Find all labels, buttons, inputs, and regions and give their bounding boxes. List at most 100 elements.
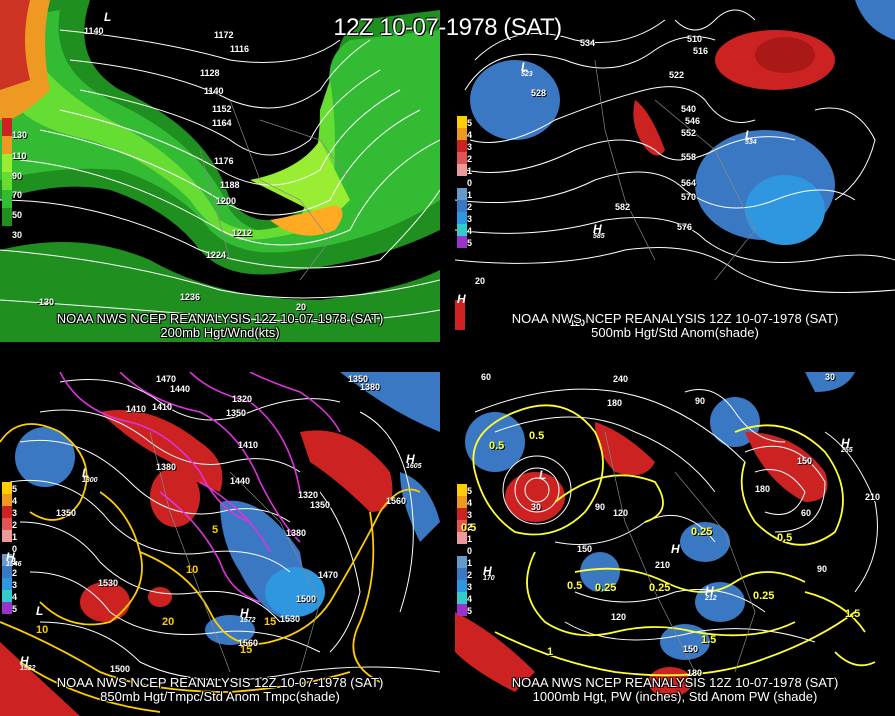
contour-label: 558 [681,152,697,162]
contour-label: 120 [611,612,627,622]
contour-label: 1530 [280,614,301,624]
contour-label: 1176 [214,156,234,166]
contour-label: 1212 [232,228,253,238]
colorbar-label: 70 [12,190,23,200]
lon-label: -130 [36,297,55,307]
contour-label: 90 [695,396,706,406]
colorbar-label: 110 [12,151,27,161]
colorbar-label: 0 [467,546,473,556]
contour-label: 1380 [360,382,381,392]
colorbar-1000mb [457,484,467,616]
pw-label: 0.25 [649,582,671,594]
contour-label: 516 [693,46,709,56]
contour-label: 1320 [232,394,253,404]
colorbar-label: 4 [467,498,473,508]
pw-label: 1 [547,646,554,658]
colorbar-label: 130 [12,130,28,140]
colorbar-label: 5 [467,486,473,496]
pressure-center: L 1300 [82,466,98,484]
contour-label: 1236 [180,292,201,302]
pressure-center: H 1522 [20,654,36,672]
lon-label: 20 [475,276,486,286]
pressure-center: L [539,468,547,482]
pressure-center: L [36,604,44,618]
pw-label: 0.5 [567,580,583,592]
contour-label: 90 [817,564,828,574]
contour-label: 60 [801,508,812,518]
pressure-center: L [104,10,112,24]
colorbar-label: 2 [467,570,473,580]
colorbar-label: 4 [12,592,18,602]
contour-label: 546 [685,116,701,126]
pw-label: 0.25 [595,582,617,594]
temp-label: 5 [212,524,219,536]
colorbar-label: 1 [12,556,18,566]
colorbar-label: 30 [12,230,23,240]
contour-label: 1350 [310,500,331,510]
pressure-center: L 523 [521,60,533,78]
map-500mb [455,0,895,330]
contour-label: 210 [865,492,881,502]
contour-label: 1410 [126,404,147,414]
colorbar-label: 3 [467,142,473,152]
contour-label: 510 [687,34,703,44]
contour-label: 180 [687,668,703,678]
pw-label: 0.5 [777,532,793,544]
pressure-center: H 1572 [240,606,256,624]
panel-850mb: 5 4 3 2 1 0 1 2 3 4 5 1470 1440 1410 132… [0,372,440,716]
contour-label: 1200 [216,196,237,206]
contour-label: 540 [681,104,697,114]
pw-label: 0.25 [691,526,713,538]
colorbar-label: 0 [12,544,18,554]
pw-label: 0.25 [753,590,775,602]
contour-label: 1128 [200,68,220,78]
contour-label: 1140 [84,26,104,36]
contour-label: 1172 [214,30,234,40]
pressure-center: H 170 [483,564,495,582]
colorbar-label: 1 [467,166,473,176]
contour-label: 30 [825,372,836,382]
contour-label: 1470 [156,374,177,384]
colorbar-label: 90 [12,171,23,181]
contour-label: 552 [681,128,697,138]
contour-label: 1410 [238,440,259,450]
contour-label: 582 [615,202,631,212]
contour-label: 1164 [212,118,232,128]
panel-1000mb: 5 4 3 2 1 0 1 2 3 4 5 60 240 180 90 120 … [455,372,895,716]
temp-label: 15 [240,644,253,656]
colorbar-label: 5 [12,604,18,614]
colorbar-200mb [2,118,12,226]
pw-label: 1.5 [845,608,861,620]
contour-label: 522 [669,70,685,80]
colorbar-label: 1 [467,534,473,544]
contour-label: 1320 [298,490,319,500]
colorbar-500mb [457,116,467,248]
contour-label: 180 [755,484,771,494]
contour-label: 1500 [296,594,317,604]
contour-label: 576 [677,222,693,232]
colorbar-label: 50 [12,210,23,220]
colorbar-label: 5 [467,118,473,128]
colorbar-label: 3 [467,214,473,224]
colorbar-label: 5 [467,606,473,616]
contour-label: 30 [531,502,542,512]
colorbar-label: 1 [467,558,473,568]
caption-source: NOAA NWS NCEP REANALYSIS 12Z 10-07-1978 … [56,311,384,326]
contour-label: 1350 [226,408,247,418]
pressure-center: H 1546 [6,550,22,568]
contour-label: 1152 [212,104,232,114]
colorbar-label: 1 [467,190,473,200]
colorbar-label: 4 [467,130,473,140]
contour-label: 1530 [98,578,119,588]
caption-field: 850mb Hgt/Tmpc/Std Anom Tmpc(shade) [100,689,340,704]
lon-label: -120 [567,318,586,328]
pressure-center: H 1605 [406,452,422,470]
contour-label: 1116 [230,44,250,54]
contour-label: 1140 [204,86,224,96]
colorbar-label: 2 [467,202,473,212]
colorbar-label: 2 [467,154,473,164]
panel-200mb: 130 110 90 70 50 30 1140 1116 1128 1140 … [0,0,440,342]
colorbar-label: 2 [12,520,18,530]
contour-label: 1380 [286,528,307,538]
lon-label: 20 [296,302,307,312]
